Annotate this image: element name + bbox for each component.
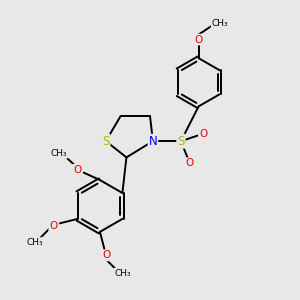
Text: O: O	[49, 221, 58, 231]
Text: CH₃: CH₃	[114, 268, 131, 278]
Text: N: N	[148, 135, 157, 148]
Text: CH₃: CH₃	[26, 238, 43, 247]
Text: S: S	[177, 135, 184, 148]
Text: CH₃: CH₃	[212, 19, 228, 28]
Text: O: O	[199, 129, 207, 139]
Text: O: O	[103, 250, 111, 260]
Text: O: O	[73, 165, 81, 175]
Text: CH₃: CH₃	[50, 149, 67, 158]
Text: O: O	[186, 158, 194, 168]
Text: S: S	[102, 135, 110, 148]
Text: O: O	[194, 34, 203, 45]
